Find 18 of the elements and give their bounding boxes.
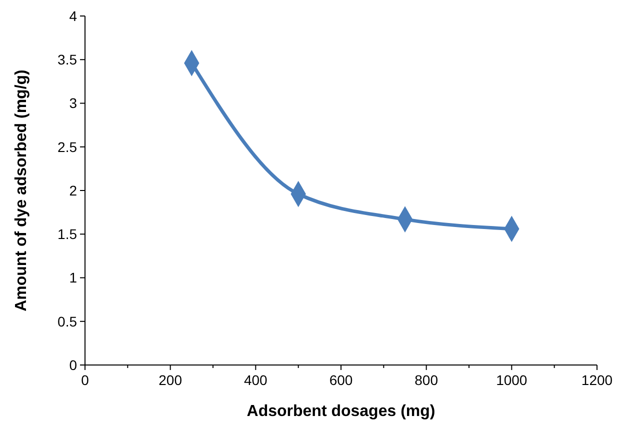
y-tick-label: 2.5 [58,138,78,155]
x-tick-label: 0 [81,372,90,388]
y-tick-label: 0.5 [58,313,78,330]
y-tick-label: 3.5 [58,52,78,68]
x-tick-label: 1200 [581,372,613,388]
y-tick-label: 3 [69,95,78,112]
y-tick-label: 1.5 [58,226,78,242]
y-tick-label: 0 [69,356,78,373]
y-axis-title: Amount of dye adsorbed (mg/g) [13,70,30,312]
y-tick-label: 4 [69,8,78,24]
x-tick-label: 800 [414,372,438,388]
x-tick-label: 600 [329,372,353,388]
x-axis-title: Adsorbent dosages (mg) [246,403,436,420]
x-tick-label: 200 [158,372,182,388]
y-tick-label: 2 [69,182,78,198]
x-tick-label: 400 [244,372,268,388]
y-tick-label: 1 [69,270,78,286]
x-tick-label: 1000 [496,372,528,388]
